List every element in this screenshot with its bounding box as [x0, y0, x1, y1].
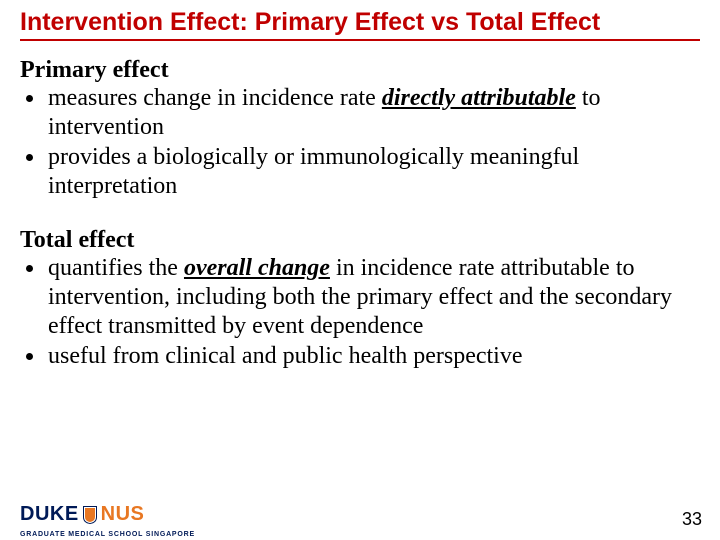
bullet-text: provides a biologically or immunological… — [48, 144, 579, 199]
bullet-text: quantifies the — [48, 255, 184, 281]
section-total: Total effect quantifies the overall chan… — [20, 227, 700, 371]
footer-subtext: GRADUATE MEDICAL SCHOOL SINGAPORE — [20, 531, 195, 538]
logo-nus-text: NUS — [101, 503, 145, 526]
shield-icon — [82, 505, 98, 525]
bullet-emph: directly attributable — [382, 85, 576, 111]
section-primary-head: Primary effect — [20, 57, 700, 84]
bullet-text: useful from clinical and public health p… — [48, 343, 523, 369]
bullet-text: measures change in incidence rate — [48, 85, 382, 111]
footer-logo: DUKE NUS — [20, 503, 144, 526]
bullet: measures change in incidence rate direct… — [46, 84, 700, 142]
bullet-emph: overall change — [184, 255, 330, 281]
section-primary-bullets: measures change in incidence rate direct… — [20, 84, 700, 201]
section-total-head: Total effect — [20, 227, 700, 254]
page-number: 33 — [682, 509, 702, 530]
slide: Intervention Effect: Primary Effect vs T… — [0, 0, 720, 540]
section-total-bullets: quantifies the overall change in inciden… — [20, 254, 700, 371]
logo-duke-text: DUKE — [20, 503, 79, 526]
bullet: provides a biologically or immunological… — [46, 143, 700, 201]
section-primary: Primary effect measures change in incide… — [20, 57, 700, 201]
bullet: useful from clinical and public health p… — [46, 342, 700, 371]
slide-title: Intervention Effect: Primary Effect vs T… — [20, 8, 700, 41]
bullet: quantifies the overall change in inciden… — [46, 254, 700, 340]
